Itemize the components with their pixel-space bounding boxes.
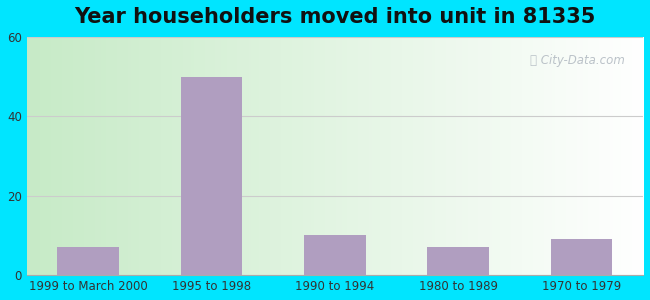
Bar	[551, 239, 612, 275]
Bar	[181, 76, 242, 275]
Text: ⓘ City-Data.com: ⓘ City-Data.com	[530, 53, 625, 67]
Bar	[304, 236, 366, 275]
Bar	[427, 248, 489, 275]
Bar	[57, 248, 119, 275]
Title: Year householders moved into unit in 81335: Year householders moved into unit in 813…	[74, 7, 595, 27]
